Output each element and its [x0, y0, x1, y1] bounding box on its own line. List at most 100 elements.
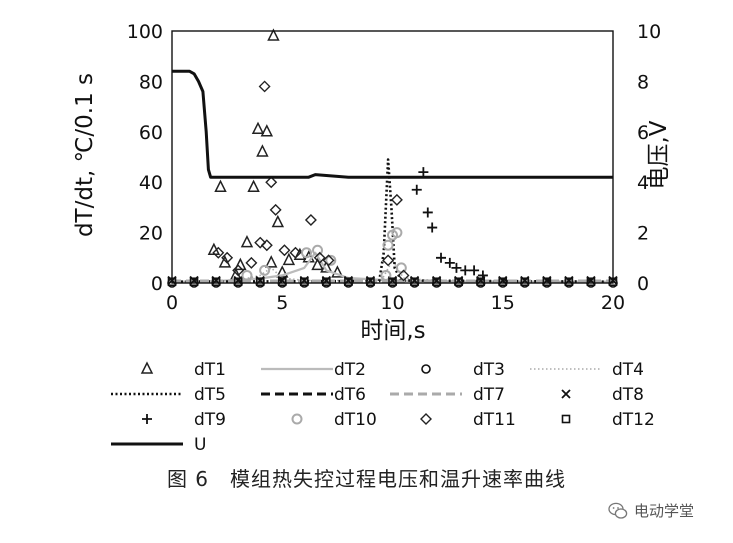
point-dT11 [397, 269, 410, 282]
legend-swatch-dT10 [291, 413, 303, 425]
legend-item-dT11: dT11 [420, 410, 516, 430]
line-dT4 [171, 259, 614, 283]
point-dT12 [233, 277, 243, 287]
y-right-tick-label: 2 [637, 223, 649, 245]
point-dT12 [586, 277, 596, 287]
point-dT12 [410, 277, 419, 287]
point-dT1 [311, 257, 324, 271]
tick-labels: 0 5 10 15 20 0 20 40 60 80 100 0 2 4 6 8 10 [127, 21, 661, 314]
point-dT12 [564, 277, 574, 287]
y-left-tick-label: 20 [139, 223, 163, 245]
legend-label-dT10: dT10 [334, 410, 377, 430]
legend-item-dT8: dT8 [561, 385, 644, 405]
legend-label-dT2: dT2 [334, 360, 366, 380]
point-dT9 [444, 257, 455, 268]
point-dT1 [214, 179, 227, 192]
x-axis-label: 时间,s [360, 318, 425, 344]
point-dT9 [427, 222, 438, 233]
watermark: 电动学堂 [608, 500, 694, 521]
legend-label-dT9: dT9 [194, 410, 226, 430]
point-dT12 [366, 277, 375, 287]
legend-label-U: U [194, 435, 206, 455]
point-dT9 [469, 265, 480, 276]
point-dT1 [251, 121, 265, 135]
point-dT11 [254, 236, 267, 249]
y-right-tick-label: 10 [637, 21, 661, 43]
y-left-tick-label: 0 [151, 273, 163, 295]
point-dT1 [260, 124, 274, 137]
point-dT11 [221, 251, 234, 264]
point-dT12 [432, 277, 441, 287]
y-right-tick-label: 0 [637, 273, 649, 295]
point-dT11 [232, 264, 245, 277]
series-dT5 [171, 158, 614, 283]
line-dT2 [171, 251, 614, 283]
point-dT11 [269, 203, 282, 216]
point-dT10 [391, 227, 403, 239]
legend-item-dT6: dT6 [261, 385, 366, 405]
legend-item-dT12: dT12 [561, 410, 655, 430]
legend-label-dT6: dT6 [334, 385, 366, 405]
y-right-tick-label: 8 [637, 71, 649, 93]
legend-label-dT11: dT11 [473, 410, 516, 430]
legend-item-dT4: dT4 [530, 360, 644, 380]
point-dT11 [278, 244, 291, 257]
plot-area [167, 28, 618, 288]
point-dT12 [211, 277, 221, 287]
point-dT11 [313, 251, 326, 264]
series-U [172, 69, 613, 179]
legend-swatch-dT1 [140, 361, 154, 374]
legend-item-dT10: dT10 [291, 410, 377, 430]
point-dT10 [380, 269, 392, 281]
legend-label-dT1: dT1 [194, 360, 226, 380]
legend-swatch-dT9 [142, 414, 152, 424]
x-tick-label: 5 [276, 292, 288, 314]
y-left-tick-label: 60 [139, 122, 163, 144]
x-tick-label: 15 [491, 292, 515, 314]
point-dT11 [212, 246, 225, 259]
point-dT12 [322, 277, 331, 287]
point-dT1 [282, 252, 296, 266]
axis-labels: 时间,s dT/dt, ℃/0.1 s 电压,V [72, 73, 672, 344]
legend-swatch-dT11 [420, 413, 432, 425]
chart: 0 5 10 15 20 0 20 40 60 80 100 0 2 4 6 8 10 时间,s dT/dt, … [72, 21, 672, 455]
y-right-tick-label: 4 [637, 172, 649, 194]
point-dT11 [322, 254, 335, 267]
line-dT5 [171, 158, 614, 283]
point-dT11 [382, 254, 395, 267]
figure-caption: 图 6 模组热失控过程电压和温升速率曲线 [166, 467, 567, 491]
legend-item-dT2: dT2 [261, 360, 366, 380]
point-dT9 [418, 167, 429, 178]
legend-item-dT5: dT5 [111, 385, 226, 405]
plot-frame [171, 30, 614, 284]
legend-label-dT7: dT7 [473, 385, 505, 405]
point-dT1 [331, 265, 344, 278]
point-dT12 [255, 277, 265, 287]
point-dT11 [245, 256, 258, 269]
point-dT12 [277, 277, 287, 287]
y-left-tick-label: 100 [127, 21, 163, 43]
point-dT12 [454, 277, 463, 287]
point-dT9 [451, 262, 462, 273]
legend-label-dT5: dT5 [194, 385, 226, 405]
point-dT11 [258, 80, 271, 93]
x-tick-label: 20 [601, 292, 625, 314]
legend-swatch-dT3 [421, 364, 431, 374]
y-right-tick-label: 6 [637, 122, 649, 144]
legend-swatch-dT8 [561, 389, 571, 399]
point-dT12 [542, 277, 552, 287]
legend-label-dT12: dT12 [612, 410, 655, 430]
point-dT9 [422, 207, 433, 218]
line-U [172, 69, 613, 179]
series-dT11 [212, 80, 410, 282]
legend-swatch-dT12 [561, 414, 571, 424]
x-tick-label: 0 [166, 292, 178, 314]
point-dT10 [241, 269, 253, 281]
point-dT10 [301, 247, 313, 259]
legend-item-U: U [111, 435, 206, 455]
watermark-text: 电动学堂 [634, 502, 695, 520]
series-dT12 [167, 277, 618, 287]
point-dT12 [344, 277, 353, 287]
series-dT2 [171, 251, 614, 283]
point-dT11 [265, 176, 278, 189]
